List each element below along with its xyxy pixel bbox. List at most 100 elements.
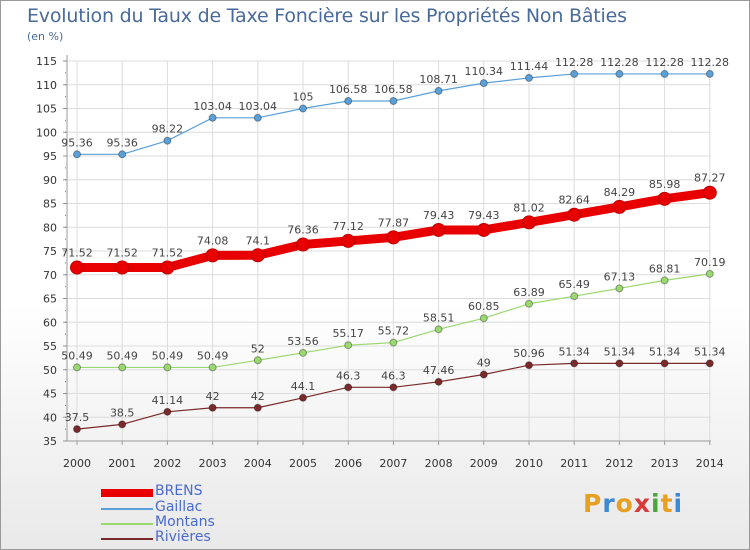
data-point xyxy=(163,407,172,416)
y-tick-label: 115 xyxy=(36,55,57,68)
data-label: 71.52 xyxy=(61,247,93,260)
data-label: 95.36 xyxy=(106,136,138,149)
y-tick-label: 105 xyxy=(36,103,57,116)
data-point xyxy=(344,96,353,105)
data-point xyxy=(615,69,624,78)
data-point xyxy=(205,248,220,263)
y-tick-label: 65 xyxy=(43,293,57,306)
data-point xyxy=(253,403,262,412)
data-point xyxy=(299,348,307,357)
legend-label: BRENS xyxy=(155,483,203,499)
data-point xyxy=(389,338,398,347)
y-tick-label: 95 xyxy=(43,150,57,163)
x-tick-label: 2005 xyxy=(289,457,317,470)
x-tick-label: 2000 xyxy=(63,457,91,470)
data-label: 37.5 xyxy=(65,411,90,424)
data-point xyxy=(479,79,488,88)
data-label: 82.64 xyxy=(558,194,590,207)
data-point xyxy=(522,215,536,230)
legend-item-brens: BRENS xyxy=(101,483,281,501)
logo-letter: i xyxy=(651,489,661,518)
data-point xyxy=(479,370,488,379)
data-label: 84.29 xyxy=(604,186,636,199)
data-label: 50.49 xyxy=(106,349,138,362)
data-point xyxy=(163,363,172,372)
data-point xyxy=(657,191,672,206)
y-tick-label: 50 xyxy=(43,364,57,377)
data-label: 111.44 xyxy=(510,60,549,73)
data-label: 47.46 xyxy=(423,364,455,377)
data-point xyxy=(208,403,217,412)
data-point xyxy=(344,341,353,350)
data-label: 95.36 xyxy=(61,136,93,149)
x-tick-label: 2002 xyxy=(153,457,181,470)
logo-letter: r xyxy=(602,489,616,518)
x-tick-label: 2010 xyxy=(515,457,543,470)
data-label: 51.34 xyxy=(649,345,681,358)
logo-letter: o xyxy=(615,489,634,518)
data-label: 98.22 xyxy=(152,123,184,136)
data-label: 77.12 xyxy=(332,220,364,233)
data-label: 81.02 xyxy=(513,201,545,214)
data-point xyxy=(73,425,81,434)
data-label: 106.58 xyxy=(329,83,368,96)
data-label: 65.49 xyxy=(558,278,590,291)
data-label: 110.34 xyxy=(465,65,504,78)
legend-swatch xyxy=(101,489,153,497)
data-label: 44.1 xyxy=(291,380,316,393)
logo-letter: i xyxy=(673,489,684,518)
data-label: 103.04 xyxy=(193,100,232,113)
data-label: 46.3 xyxy=(336,369,361,382)
legend-swatch xyxy=(101,508,153,510)
data-label: 63.89 xyxy=(513,286,545,299)
data-label: 41.14 xyxy=(152,394,184,407)
data-point xyxy=(431,222,446,237)
data-label: 79.43 xyxy=(468,209,500,222)
data-label: 106.58 xyxy=(374,83,413,96)
x-tick-label: 2008 xyxy=(425,457,453,470)
data-point xyxy=(660,276,669,285)
data-point xyxy=(434,86,443,95)
data-label: 103.04 xyxy=(239,100,278,113)
data-label: 52 xyxy=(251,342,265,355)
data-label: 50.49 xyxy=(197,349,229,362)
data-label: 49 xyxy=(477,357,491,370)
data-point xyxy=(570,359,579,368)
data-point xyxy=(476,222,491,237)
legend-label: Montans xyxy=(155,514,215,530)
data-label: 105 xyxy=(293,91,314,104)
x-tick-label: 2003 xyxy=(199,457,227,470)
legend-item-gaillac: Gaillac xyxy=(101,499,281,517)
legend-swatch xyxy=(101,523,153,525)
data-point xyxy=(705,359,714,368)
data-point xyxy=(253,113,262,122)
data-point xyxy=(567,207,582,222)
y-tick-label: 90 xyxy=(43,174,57,187)
data-label: 108.71 xyxy=(419,73,458,86)
data-point xyxy=(525,73,533,82)
data-point xyxy=(434,377,443,386)
data-point xyxy=(299,104,307,113)
data-point xyxy=(163,136,172,145)
y-tick-label: 35 xyxy=(43,435,57,448)
data-point xyxy=(389,383,398,392)
logo-letter: P xyxy=(583,489,603,518)
data-label: 76.36 xyxy=(287,224,319,237)
data-label: 42 xyxy=(206,390,220,403)
data-point xyxy=(434,325,443,334)
logo-letter: x xyxy=(633,489,651,518)
data-label: 87.27 xyxy=(694,172,726,185)
data-label: 55.72 xyxy=(378,325,410,338)
data-point xyxy=(115,260,130,275)
data-point xyxy=(118,363,127,372)
data-label: 68.81 xyxy=(649,262,681,275)
x-tick-label: 2012 xyxy=(605,457,633,470)
y-tick-label: 85 xyxy=(43,198,57,211)
y-tick-label: 60 xyxy=(43,316,57,329)
data-point xyxy=(386,230,401,245)
legend-item-rivieres: Rivières xyxy=(101,529,281,547)
data-point xyxy=(705,69,714,78)
data-label: 77.87 xyxy=(378,216,410,229)
